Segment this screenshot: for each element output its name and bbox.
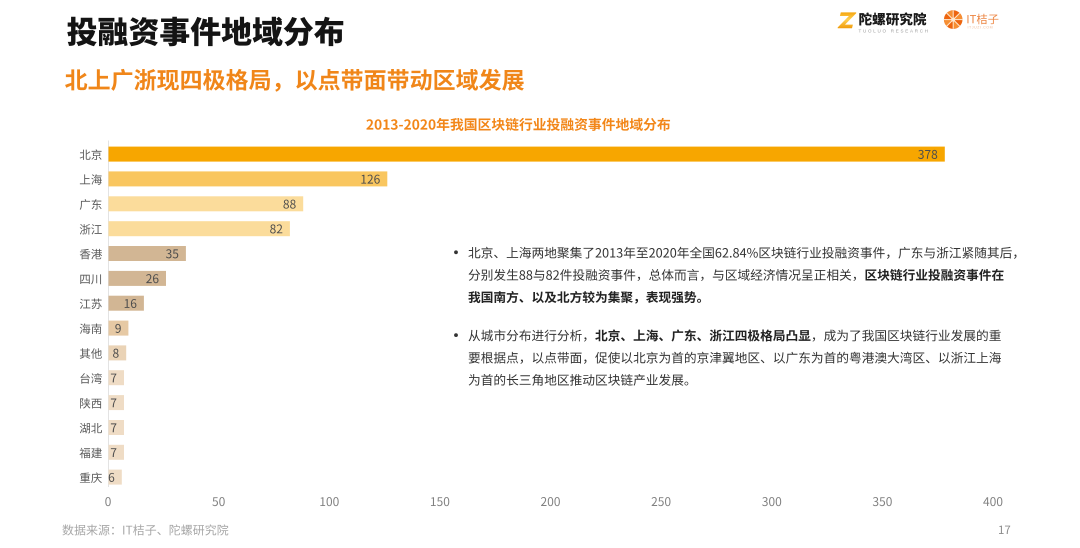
svg-text:ITJUZI.COM: ITJUZI.COM [968, 26, 994, 30]
svg-text:TUOLUO RESEARCH: TUOLUO RESEARCH [859, 28, 930, 33]
